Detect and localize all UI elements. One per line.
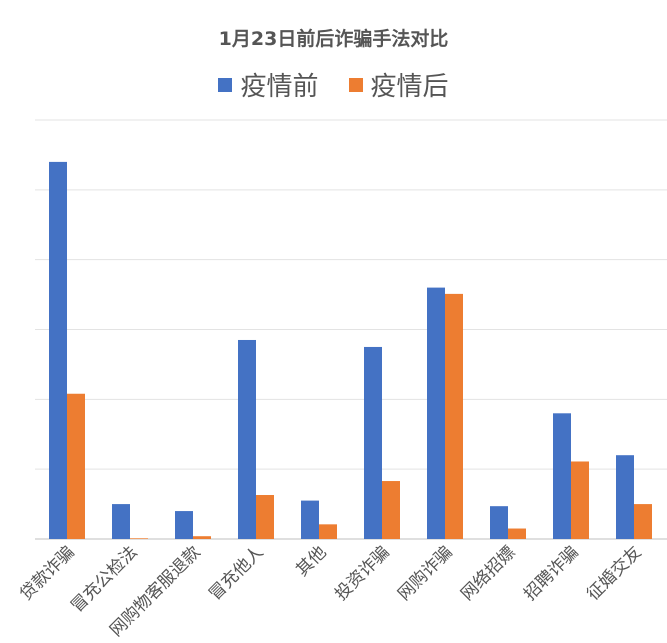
- bar-after-7: [508, 528, 526, 539]
- bar-before-5: [364, 346, 382, 539]
- bar-after-6: [445, 293, 463, 539]
- x-tick-label: 网络招嫖: [457, 542, 519, 604]
- bar-before-6: [427, 287, 445, 539]
- bar-before-9: [616, 455, 634, 539]
- x-tick-label: 其他: [292, 542, 330, 580]
- x-tick-label: 贷款诈骗: [16, 542, 78, 604]
- bar-before-7: [490, 506, 508, 539]
- bar-before-2: [175, 511, 193, 539]
- chart-title: 1月23日前后诈骗手法对比: [218, 28, 449, 50]
- x-tick-label: 征婚交友: [583, 542, 645, 604]
- legend-swatch-after: [348, 77, 363, 92]
- bar-before-4: [301, 500, 319, 539]
- x-tick-label: 投资诈骗: [331, 542, 393, 604]
- legend-label-after: 疫情后: [370, 72, 449, 102]
- bar-before-1: [112, 504, 130, 539]
- x-tick-label: 网购诈骗: [394, 542, 456, 604]
- bar-after-3: [256, 495, 274, 539]
- bar-after-1: [130, 538, 148, 539]
- bar-before-3: [238, 339, 256, 539]
- bar-after-5: [382, 481, 400, 539]
- x-tick-label: 冒充他人: [205, 542, 267, 604]
- x-tick-label: 招聘诈骗: [520, 542, 582, 604]
- legend-item-after: 疫情后: [348, 66, 449, 103]
- bar-after-9: [634, 504, 652, 539]
- bar-after-0: [67, 393, 85, 539]
- bar-after-2: [193, 536, 211, 539]
- bar-before-8: [553, 413, 571, 539]
- bar-before-0: [49, 161, 67, 539]
- bar-after-8: [571, 461, 589, 539]
- bar-after-4: [319, 524, 337, 539]
- legend-swatch-before: [218, 77, 233, 92]
- legend: 疫情前 疫情后: [0, 66, 667, 103]
- legend-item-before: 疫情前: [218, 66, 319, 103]
- legend-label-before: 疫情前: [240, 72, 319, 102]
